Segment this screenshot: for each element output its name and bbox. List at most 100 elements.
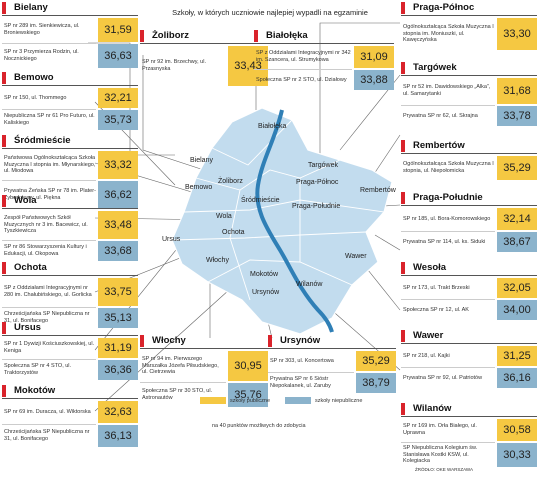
legend-nonpublic-label: szkoły niepubliczne xyxy=(315,397,363,404)
school-row: Społeczna SP nr 4 STO, ul. Traktorzystów… xyxy=(2,360,138,380)
district-name: Wesoła xyxy=(401,262,446,274)
school-name: Społeczna SP nr 30 STO, ul. Astronautów xyxy=(142,388,213,401)
legend-public-swatch xyxy=(200,397,226,404)
warsaw-outline xyxy=(171,107,393,335)
district-name: Ursynów xyxy=(268,335,320,347)
school-name: Ogólnokształcąca Szkoła Muzyczna I stopn… xyxy=(403,24,494,44)
school-name: SP nr 218, ul. Kajki xyxy=(403,352,450,359)
map-labels: Bielany Białołęka Żoliborz Bemowo Praga-Półn… xyxy=(162,123,397,296)
score-public: 33,32 xyxy=(98,151,138,179)
school-row: SP nr 169 im. Orła Białego, ul. Uprawna 3… xyxy=(401,419,537,441)
row-divider xyxy=(401,442,495,443)
district-divider xyxy=(2,208,138,209)
school-name: SP z Oddziałami Integracyjnymi nr 342 im… xyxy=(256,50,351,63)
school-name: SP nr 185, ul. Bora-Komorowskiego xyxy=(403,215,491,222)
school-row: SP nr 69 im. Duracza, ul. Wiktorska 32,63 xyxy=(2,401,138,423)
school-row: SP nr 150, ul. Thommego 32,21 xyxy=(2,88,138,108)
district-name: Bemowo xyxy=(2,72,54,84)
school-row: Ogólnokształcąca Szkoła Muzyczna I stopn… xyxy=(401,156,537,180)
district-divider xyxy=(401,15,537,16)
school-name: SP nr 52 im. Dawidowskiego „Alka”, ul. S… xyxy=(403,84,491,97)
district-divider xyxy=(254,43,394,44)
district-name: Białołęka xyxy=(254,30,308,42)
district-name: Śródmieście xyxy=(2,135,71,147)
district-name: Wilanów xyxy=(401,403,451,415)
map-district-label: Wilanów xyxy=(296,281,323,288)
district-name: Targówek xyxy=(401,62,457,74)
district-panel: Wilanów SP nr 169 im. Orła Białego, ul. U… xyxy=(401,403,537,469)
score-nonpublic: 35,76 xyxy=(228,383,268,407)
district-divider xyxy=(2,275,138,276)
score-nonpublic: 36,63 xyxy=(98,44,138,68)
school-name: Chrześcijańska SP Niepubliczna nr 31, ul… xyxy=(4,311,90,324)
school-name: Chrześcijańska SP Niepubliczna nr 31, ul… xyxy=(4,429,90,442)
source-note: ŹRÓDŁO: OKE WARSZAWA xyxy=(415,467,474,472)
district-panel: Targówek SP nr 52 im. Dawidowskiego „Alka… xyxy=(401,62,537,128)
school-name: SP nr 173, ul. Trakt Brzeski xyxy=(403,284,470,291)
school-name: Społeczna SP nr 12, ul. AK xyxy=(403,306,469,313)
school-name: Zespół Państwowych Szkół Muzycznych nr 3… xyxy=(4,215,88,235)
map-district-label: Śródmieście xyxy=(241,195,280,204)
district-divider xyxy=(401,153,537,154)
district-name: Żoliborz xyxy=(140,30,189,42)
row-divider xyxy=(2,307,96,308)
district-panel: Wola Zespół Państwowych Szkół Muzycznych … xyxy=(2,195,138,263)
score-public: 35,29 xyxy=(497,156,537,180)
map-district-label: Rembertów xyxy=(360,187,397,194)
school-row: Chrześcijańska SP Niepubliczna nr 31, ul… xyxy=(2,425,138,447)
school-name: SP nr 150, ul. Thommego xyxy=(4,94,67,101)
map-district-label: Praga-Południe xyxy=(292,203,340,210)
score-nonpublic: 36,16 xyxy=(497,368,537,388)
school-name: Prywatna SP nr 92, ul. Patriotów xyxy=(403,374,483,381)
district-name: Rembertów xyxy=(401,140,465,152)
district-panel: Ochota SP z Oddziałami Integracyjnymi nr … xyxy=(2,262,138,330)
score-public: 33,30 xyxy=(497,18,537,50)
score-public: 31,68 xyxy=(497,78,537,104)
row-divider xyxy=(2,109,96,110)
school-name: Prywatna SP nr 6 Sióstr Niepokalanek, ul… xyxy=(270,376,331,389)
district-panel: Żoliborz SP nr 92 im. Brzechwy, ul. Przas… xyxy=(140,30,268,88)
school-name: SP nr 289 im. Sienkiewicza, ul. Broniews… xyxy=(4,23,80,36)
school-row: Państwowa Ogólnokształcąca Szkoła Muzycz… xyxy=(2,151,138,179)
score-public: 31,09 xyxy=(354,46,394,68)
school-row: Ogólnokształcąca Szkoła Muzyczna I stopn… xyxy=(401,18,537,50)
district-name: Ursus xyxy=(2,322,41,334)
score-public: 33,75 xyxy=(98,278,138,306)
map-district-label: Białołęka xyxy=(258,123,287,130)
school-row: SP nr 92 im. Brzechwy, ul. Przasnyska 33,… xyxy=(140,46,268,86)
district-divider xyxy=(401,343,537,344)
score-public: 32,05 xyxy=(497,278,537,298)
map-district-label: Targówek xyxy=(308,162,338,169)
district-name: Włochy xyxy=(140,335,186,347)
district-divider xyxy=(2,335,138,336)
school-name: Społeczna SP nr 2 STO, ul. Działowy xyxy=(256,76,347,83)
row-divider xyxy=(140,382,226,383)
school-row: SP nr 3 Przymierza Rodzin, ul. Nocznicki… xyxy=(2,44,138,68)
score-public: 35,29 xyxy=(356,351,396,371)
score-public: 30,95 xyxy=(228,351,268,381)
school-name: SP nr 303, ul. Koncertowa xyxy=(270,357,334,364)
district-divider xyxy=(2,85,138,86)
district-panel: Ursus SP nr 1 Dywizji Kościuszkowskiej, u… xyxy=(2,322,138,382)
school-row: SP nr 289 im. Sienkiewicza, ul. Broniews… xyxy=(2,18,138,42)
score-public: 31,59 xyxy=(98,18,138,42)
legend-nonpublic-swatch xyxy=(285,397,311,404)
district-panel: Białołęka SP z Oddziałami Integracyjnymi … xyxy=(254,30,394,92)
map-district-label: Ursynów xyxy=(252,289,280,296)
row-divider xyxy=(254,69,352,70)
row-divider xyxy=(401,231,495,232)
school-name: SP nr 92 im. Brzechwy, ul. Przasnyska xyxy=(142,59,206,72)
school-name: SP nr 94 im. Pierwszego Marszałka Józefa… xyxy=(142,356,219,376)
score-nonpublic: 35,73 xyxy=(98,110,138,130)
map-district-label: Włochy xyxy=(206,257,229,264)
district-name: Ochota xyxy=(2,262,47,274)
chart-title: Szkoły, w których uczniowie najlepiej wy… xyxy=(172,8,368,17)
district-panel: Praga-Północ Ogólnokształcąca Szkoła Muzy… xyxy=(401,2,537,52)
district-divider xyxy=(401,75,537,76)
school-row: SP nr 185, ul. Bora-Komorowskiego 32,14 xyxy=(401,208,537,230)
district-divider xyxy=(2,15,138,16)
legend-note: na 40 punktów możliwych do zdobycia xyxy=(212,423,306,429)
map-district-label: Wawer xyxy=(345,253,367,260)
score-public: 30,58 xyxy=(497,419,537,441)
row-divider xyxy=(401,367,495,368)
